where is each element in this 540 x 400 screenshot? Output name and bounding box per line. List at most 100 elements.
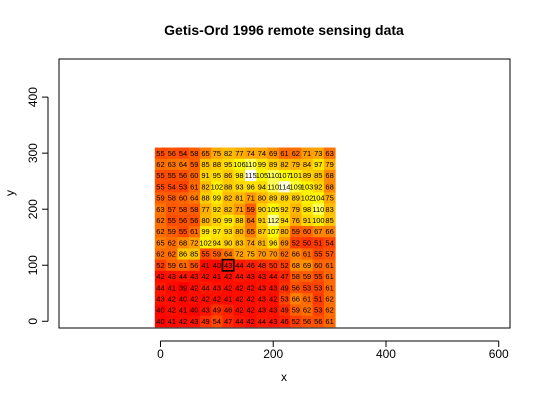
heatmap-cell [290, 181, 302, 193]
plot-frame [58, 58, 511, 329]
heatmap-cell [188, 304, 201, 317]
heatmap-cell [256, 270, 268, 283]
cell-value-label: 58 [190, 205, 198, 214]
cell-value-label: 49 [213, 306, 221, 315]
heatmap-cell [245, 158, 257, 171]
heatmap-cell [290, 304, 302, 317]
heatmap-cell [188, 192, 201, 204]
heatmap-cell [199, 147, 212, 160]
heatmap-cell [188, 214, 201, 227]
cell-value-label: 47 [280, 272, 288, 281]
cell-value-label: 110 [267, 171, 279, 180]
heatmap-cell [267, 248, 280, 261]
cell-value-label: 66 [292, 250, 300, 259]
heatmap-cell [323, 315, 336, 328]
cell-value-label: 89 [269, 160, 277, 169]
heatmap-cell [256, 293, 268, 305]
heatmap-cell [278, 169, 291, 182]
heatmap-cell [177, 214, 190, 227]
cell-value-label: 54 [179, 149, 187, 158]
heatmap-cell [278, 282, 291, 294]
cell-value-label: 42 [168, 306, 176, 315]
cell-value-label: 77 [201, 205, 209, 214]
x-tick-label: 400 [376, 347, 396, 361]
heatmap-cell [312, 248, 325, 261]
cell-value-label: 85 [314, 171, 322, 180]
cell-value-label: 115 [245, 171, 257, 180]
heatmap-cell [154, 293, 167, 305]
heatmap-cell [323, 226, 336, 238]
cell-value-label: 65 [247, 227, 255, 236]
heatmap-cell [245, 203, 257, 216]
cell-value-label: 95 [224, 160, 232, 169]
cell-value-label: 56 [168, 149, 176, 158]
heatmap-cell [222, 259, 235, 272]
heatmap-cell [188, 315, 201, 328]
heatmap-cell [177, 304, 190, 317]
heatmap-cell [278, 181, 291, 193]
cell-value-label: 110 [267, 182, 279, 191]
heatmap-cell [166, 192, 178, 204]
cell-value-label: 82 [224, 194, 232, 203]
cell-value-label: 99 [213, 194, 221, 203]
cell-value-label: 90 [258, 205, 266, 214]
heatmap-cell [245, 169, 257, 182]
heatmap-cell [199, 192, 212, 204]
cell-value-label: 94 [280, 216, 288, 225]
cell-value-label: 84 [303, 160, 311, 169]
heatmap-cell [177, 181, 190, 193]
heatmap-cell [154, 248, 167, 261]
cell-value-label: 75 [213, 149, 221, 158]
cell-value-label: 62 [168, 238, 176, 247]
heatmap-cell [256, 304, 268, 317]
cell-value-label: 44 [235, 317, 243, 326]
heatmap-cell [256, 226, 268, 238]
heatmap-cell [278, 214, 291, 227]
heatmap-cell [154, 203, 167, 216]
heatmap-cell [211, 270, 223, 283]
heatmap-cell [323, 169, 336, 182]
cell-value-label: 64 [179, 160, 187, 169]
cell-value-label: 99 [224, 216, 232, 225]
cell-value-label: 92 [213, 205, 221, 214]
cell-value-label: 86 [224, 171, 232, 180]
cell-value-label: 40 [156, 317, 164, 326]
heatmap-cell [256, 259, 268, 272]
heatmap-cell [267, 237, 280, 249]
cell-value-label: 56 [179, 171, 187, 180]
heatmap-cell [245, 147, 257, 160]
y-axis-label: y [3, 190, 17, 196]
heatmap-cell [211, 147, 223, 160]
heatmap-cell [166, 248, 178, 261]
cell-value-label: 83 [235, 238, 243, 247]
heatmap-cell [290, 315, 302, 328]
heatmap-cell [301, 259, 314, 272]
cell-value-label: 62 [325, 306, 333, 315]
heatmap-cell [188, 293, 201, 305]
heatmap-cell [290, 214, 302, 227]
cell-value-label: 74 [258, 149, 266, 158]
y-tick-label: 200 [26, 199, 40, 219]
heatmap-cell [323, 293, 336, 305]
cell-value-label: 97 [314, 160, 322, 169]
cell-value-label: 60 [303, 227, 311, 236]
cell-value-label: 56 [292, 283, 300, 292]
heatmap-cell [312, 192, 325, 204]
heatmap-cell [154, 237, 167, 249]
cell-value-label: 106 [233, 160, 246, 169]
heatmap-cell [166, 237, 178, 249]
heatmap-cell [166, 214, 178, 227]
heatmap-cell [211, 181, 223, 193]
cell-value-label: 67 [314, 227, 322, 236]
heatmap-cell [166, 315, 178, 328]
cell-value-label: 64 [247, 216, 255, 225]
cell-value-label: 74 [247, 149, 255, 158]
heatmap-cell [256, 203, 268, 216]
cell-value-label: 43 [190, 317, 198, 326]
heatmap-cell [222, 214, 235, 227]
cell-value-label: 59 [292, 227, 300, 236]
heatmap-cell [154, 226, 167, 238]
heatmap-cell [312, 203, 325, 216]
heatmap-cell [222, 147, 235, 160]
